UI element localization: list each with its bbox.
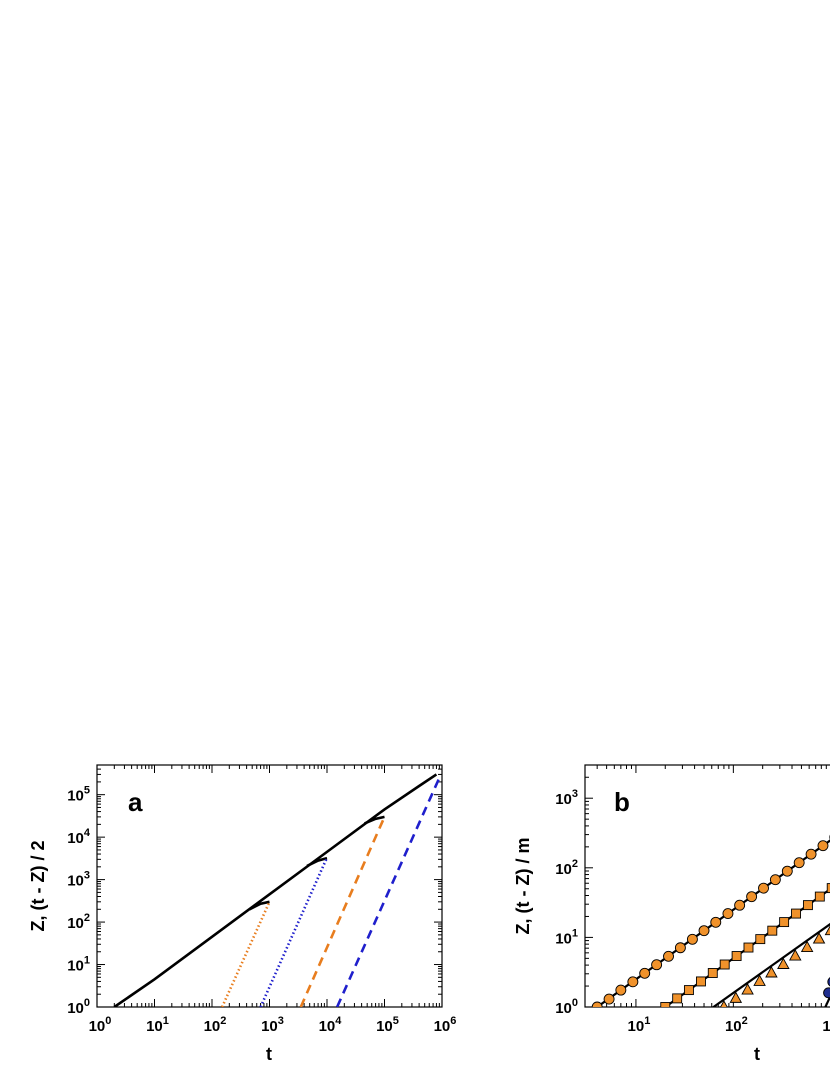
data-point-triangle [788,949,802,961]
data-point-circle [746,891,758,903]
series-line-solid [306,856,328,868]
data-point-triangle [765,966,778,978]
data-point-circle [639,967,651,979]
data-point-square [779,917,790,928]
y-tick-label: 104 [67,827,91,847]
data-point-circle [793,857,805,869]
data-point-circle [686,933,698,945]
y-tick-label: 100 [67,997,90,1017]
series-line-dashed [335,777,441,1007]
y-tick-label: 103 [67,870,90,890]
series-line-dashed [299,816,386,1007]
data-point-square [802,900,813,911]
fit-line [824,994,830,1007]
x-tick-label: 102 [204,1015,227,1035]
data-point-circle [823,987,830,999]
data-point-circle [769,874,781,886]
y-tick-label: 101 [555,927,578,947]
data-point-square [767,925,778,936]
data-point-circle [758,882,769,894]
data-point-circle [698,925,710,937]
series-line-solid [364,815,385,825]
data-point-square [755,934,766,945]
x-tick-label: 106 [434,1015,457,1035]
data-point-circle [827,977,830,987]
x-tick-label: 102 [725,1015,748,1035]
data-point-triangle [741,983,754,995]
data-point-square [683,985,694,996]
x-tick-label: 101 [628,1015,651,1035]
data-point-square [660,1002,671,1007]
panel-label-b: b [614,787,630,817]
data-point-circle [817,840,829,852]
data-point-circle [734,899,746,911]
data-point-circle [710,916,722,928]
y-tick-label: 103 [555,788,578,808]
data-point-square [826,883,830,894]
x-tick-label: 104 [319,1015,343,1035]
y-tick-label: 102 [555,858,578,878]
data-point-circle [781,865,793,877]
data-point-triangle [800,940,814,952]
x-axis-label-a: t [266,1044,272,1064]
tick-labels-a: 100 101 102 103 104 105 106 100 101 102 103 104 105 [67,785,456,1035]
y-tick-label: 101 [67,955,90,975]
x-tick-label: 101 [146,1015,169,1035]
series-line-solid [113,773,438,1007]
data-point-square [743,942,754,953]
data-point-triangle [729,991,743,1003]
data-point-triangle [812,932,826,944]
data-point-square [719,959,730,970]
data-point-circle [591,1001,603,1007]
data-point-square [696,976,706,987]
panel-label-a: a [128,787,143,817]
data-point-circle [674,942,686,954]
x-tick-label: 100 [89,1015,112,1035]
panel-a: 100 101 102 103 104 105 106100101102103104105 … [28,764,456,1064]
data-point-square [731,951,742,961]
data-point-circle [722,908,734,920]
data-point-square [707,968,718,978]
x-axis-label-b: t [754,1044,760,1064]
panel-b: 101 102 103 100 101 102 103 b t Z, (t - Z) / m [513,764,830,1064]
data-point-circle [603,993,615,1005]
y-tick-label: 105 [67,785,90,805]
series-line-solid [248,900,270,911]
ticks-b [584,764,827,1008]
data-point-triangle [824,925,830,936]
data-point-circle [663,950,674,962]
data-point-triangle [753,974,766,986]
data-point-circle [805,848,817,860]
series-a [113,773,441,1007]
x-tick-label: 105 [376,1015,399,1035]
data-point-triangle [720,1000,728,1007]
fit-line [711,922,830,1007]
tick-labels-b: 101 102 103 100 101 102 103 [555,788,830,1035]
data-point-square [791,908,801,919]
series-line-dotted [220,901,271,1007]
data-point-square [672,993,683,1004]
y-axis-label-a: Z, (t - Z) / 2 [28,841,48,932]
data-point-circle [627,976,639,988]
data-point-circle [651,959,663,971]
x-tick-label: 103 [261,1015,284,1035]
y-tick-label: 100 [555,997,578,1017]
plot-frame-a [96,764,443,1008]
data-point-triangle [777,957,790,969]
series-b [591,834,830,1007]
data-point-square [814,891,825,902]
y-tick-label: 102 [67,912,90,932]
x-tick-label: 103 [822,1015,830,1035]
data-point-circle [615,984,627,996]
series-line-dotted [259,857,329,1007]
y-axis-label-b: Z, (t - Z) / m [513,838,533,935]
ticks-a [96,764,443,1008]
